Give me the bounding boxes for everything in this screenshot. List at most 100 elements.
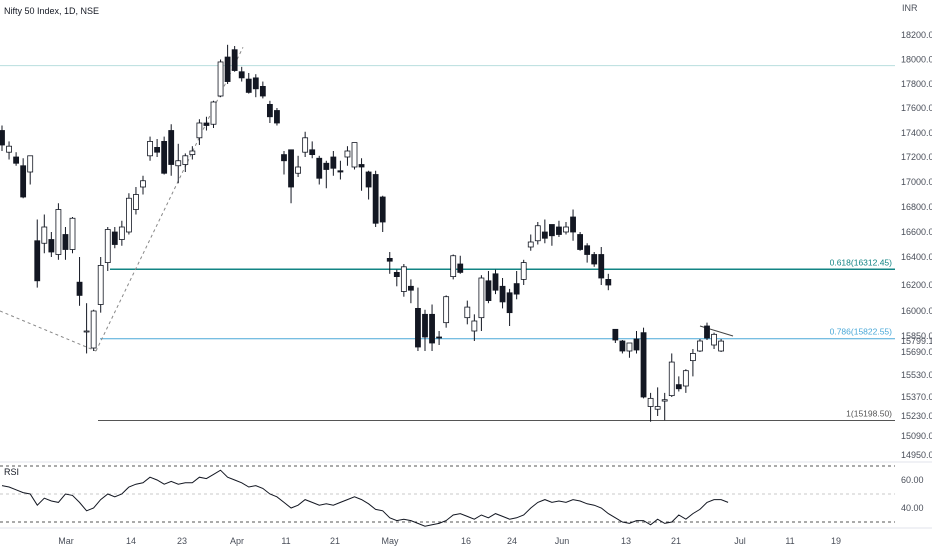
candle-body — [274, 110, 280, 124]
y-tick-label: 15230.00 — [901, 411, 932, 421]
candle — [41, 214, 48, 254]
candle-body — [133, 194, 139, 210]
y-tick-label: 18000.00 — [901, 55, 932, 65]
candle — [464, 300, 471, 325]
candle — [415, 287, 421, 351]
rsi-line — [1, 469, 729, 527]
candle-body — [711, 333, 717, 346]
candle — [83, 303, 90, 354]
candle — [513, 271, 520, 300]
x-tick-label: 16 — [461, 536, 471, 546]
candle-body — [386, 257, 393, 262]
candle — [697, 339, 703, 352]
candle — [133, 187, 139, 215]
candle-body — [485, 280, 492, 301]
candle-body — [661, 399, 668, 402]
candle — [422, 309, 428, 351]
rsi-tick-label: 60.00 — [901, 475, 924, 485]
y-tick-label: 17800.00 — [901, 79, 932, 89]
candle — [591, 252, 598, 267]
candle-body — [118, 226, 125, 240]
y-tick-label: 15690.00 — [901, 347, 932, 357]
candle — [534, 222, 541, 245]
candle — [584, 243, 591, 263]
x-tick-label: May — [381, 536, 399, 546]
candle — [668, 353, 675, 397]
rsi-tick-label: 40.00 — [901, 503, 924, 513]
x-tick-label: Mar — [58, 536, 74, 546]
candle-body — [309, 149, 316, 156]
candle — [217, 59, 224, 98]
candle-body — [90, 310, 97, 349]
candle — [309, 141, 316, 159]
y-tick-label: 17400.00 — [901, 128, 932, 138]
candle — [626, 342, 633, 358]
candle — [69, 217, 76, 254]
candle-body — [97, 264, 104, 305]
candle-body — [20, 165, 27, 198]
candle — [238, 66, 245, 82]
price-pane: 0.618(16312.45) 0.786(15822.55) 1(15198.50… — [0, 44, 895, 422]
candle-body — [175, 160, 182, 167]
candle — [13, 152, 20, 166]
candle — [393, 269, 400, 287]
y-tick-label: 18200.00 — [901, 30, 932, 40]
axes: 18200.00 18000.00 17800.00 17600.00 17400.00… — [0, 30, 932, 546]
candle — [704, 322, 710, 340]
candle-body — [55, 209, 62, 255]
candle — [330, 151, 337, 176]
candle-body — [344, 150, 351, 158]
candle — [711, 332, 717, 349]
candle-body — [41, 226, 48, 244]
candle — [90, 309, 97, 351]
candle — [506, 288, 513, 326]
candle — [690, 349, 696, 377]
x-tick-label: Jun — [555, 536, 570, 546]
candle — [274, 108, 280, 126]
candle — [62, 227, 69, 260]
candle-body — [337, 170, 344, 173]
candle-body — [450, 255, 457, 278]
candle-body — [266, 104, 273, 118]
candle-body — [407, 285, 414, 291]
candle-body — [612, 328, 619, 341]
x-tick-label: 19 — [831, 536, 841, 546]
y-tick-label: 16200.00 — [901, 280, 932, 290]
candle — [520, 259, 527, 285]
candle-body — [506, 292, 513, 314]
candle-body — [302, 137, 309, 153]
candle-body — [400, 266, 407, 292]
candle-body — [140, 180, 146, 188]
y-tick-label: 16800.00 — [901, 202, 932, 212]
candle-body — [443, 296, 450, 324]
candle-body — [697, 340, 703, 352]
candle — [337, 160, 344, 180]
trend-line-dashed — [0, 310, 97, 352]
candle-body — [527, 241, 534, 248]
candle-body — [556, 226, 562, 235]
candle-body — [189, 150, 196, 155]
candle-body — [690, 353, 696, 362]
candle — [527, 234, 534, 251]
candle-body — [372, 174, 379, 224]
candle — [175, 143, 182, 184]
candle — [154, 139, 161, 157]
candle — [429, 304, 435, 351]
candle-body — [295, 166, 302, 174]
candle-body — [675, 384, 682, 390]
candle — [633, 331, 640, 354]
candle-body — [478, 277, 485, 319]
x-tick-label: 13 — [621, 536, 631, 546]
candle-body — [668, 361, 675, 397]
rsi-pane — [0, 465, 895, 527]
candle — [34, 219, 41, 288]
y-tick-label: 17600.00 — [901, 103, 932, 113]
candle-body — [69, 217, 76, 250]
candle — [118, 220, 125, 246]
candle — [478, 275, 485, 331]
candle-body — [393, 271, 400, 277]
candle — [400, 264, 407, 297]
candle — [288, 149, 294, 204]
candle-body — [633, 338, 640, 351]
candle — [224, 44, 231, 84]
